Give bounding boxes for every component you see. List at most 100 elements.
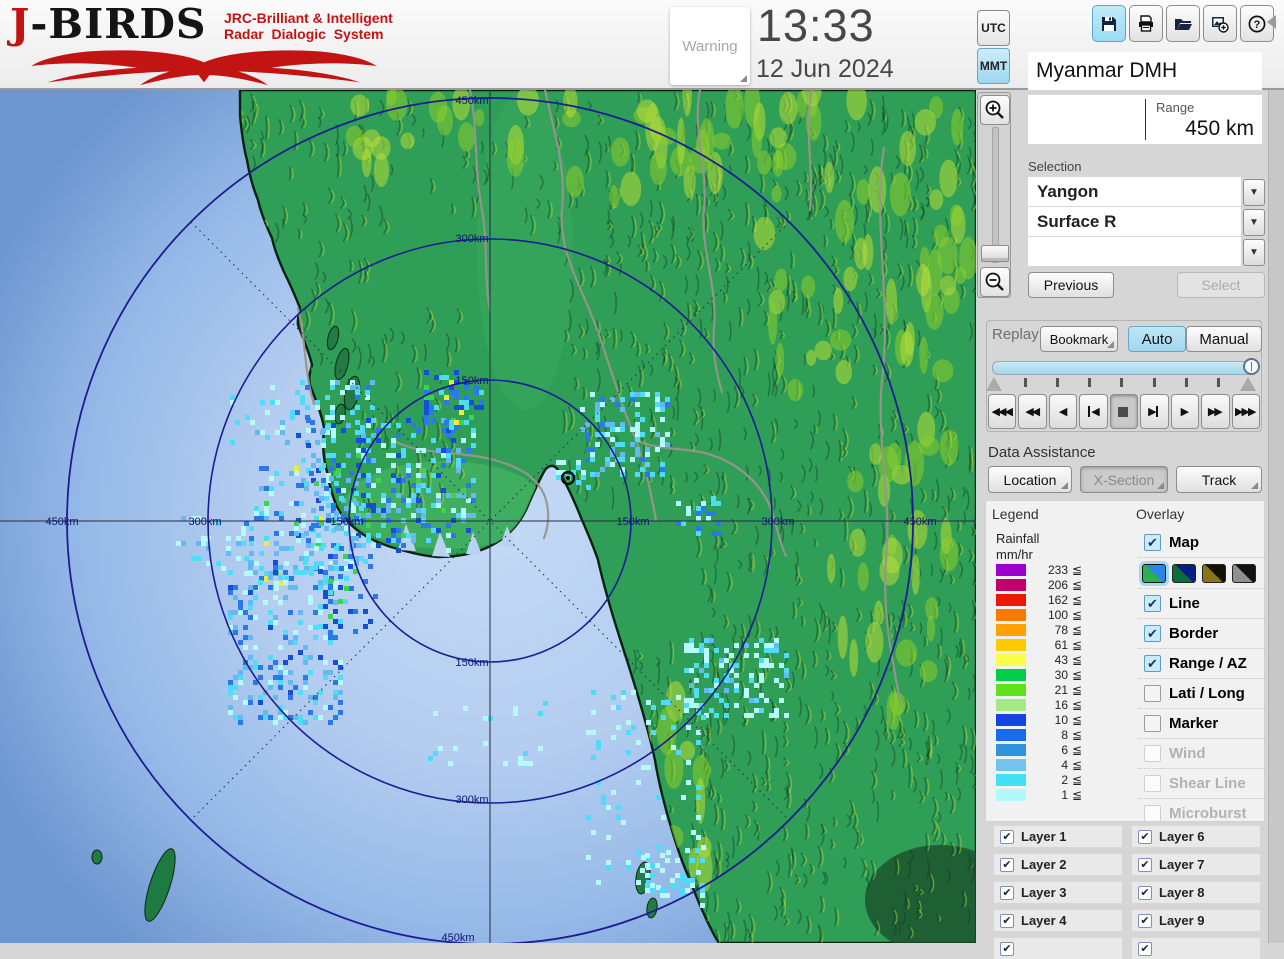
legend-heading: Legend [992, 506, 1039, 522]
replay-range-end-marker[interactable] [1240, 377, 1256, 391]
layer-toggle-layer-9[interactable]: ✔ Layer 9 [1132, 910, 1260, 931]
border-checkbox[interactable]: ✔ [1144, 625, 1161, 642]
stop-button[interactable] [1109, 394, 1139, 429]
save-button[interactable] [1092, 5, 1126, 42]
map-style-3[interactable] [1202, 563, 1226, 583]
forward-to-end-button[interactable]: ▶▶▶ [1231, 394, 1260, 429]
layer-toggle-layer-7[interactable]: ✔ Layer 7 [1132, 854, 1260, 875]
mmt-button[interactable]: MMT [977, 48, 1010, 84]
eagle-icon [31, 50, 377, 86]
svg-text:?: ? [1254, 19, 1261, 31]
overlay-item-border[interactable]: ✔ Border [1138, 619, 1265, 649]
previous-button[interactable]: Previous [1028, 272, 1114, 298]
option-dropdown[interactable] [1028, 237, 1241, 266]
zoom-in-button[interactable] [980, 95, 1010, 125]
layer-checkbox[interactable]: ✔ [1000, 885, 1014, 900]
site-dropdown-arrow-icon[interactable]: ▼ [1243, 179, 1265, 206]
overlay-item-lati-long[interactable]: Lati / Long [1138, 679, 1265, 709]
warning-button[interactable]: Warning [670, 7, 750, 85]
print-icon [1139, 14, 1153, 32]
overlay-list: ✔ Map ✔ Line ✔ Border ✔ Range / AZ Lati / Long Ma… [1138, 528, 1265, 829]
rewind-to-start-button[interactable]: ◀◀◀ [988, 394, 1017, 429]
range-az-checkbox[interactable]: ✔ [1144, 655, 1161, 672]
site-dropdown[interactable]: Yangon [1028, 177, 1241, 206]
location-button[interactable]: Location [988, 466, 1072, 493]
bookmark-button[interactable]: Bookmark [1040, 326, 1118, 352]
layer-toggle-layer-6[interactable]: ✔ Layer 6 [1132, 826, 1260, 847]
radar-map[interactable]: 450km 300km 150km 150km 300km 450km 450km 300km… [0, 88, 978, 945]
range-divider [1145, 99, 1146, 140]
legend-unit: mm/hr [996, 547, 1033, 562]
zoom-out-button[interactable] [980, 267, 1010, 297]
fast-forward-button[interactable]: ▶▶ [1201, 394, 1230, 429]
utc-button[interactable]: UTC [977, 10, 1010, 46]
layer-checkbox[interactable]: ✔ [1000, 857, 1014, 872]
layer-label: Layer 3 [1021, 885, 1067, 900]
layer-label: Layer 2 [1021, 857, 1067, 872]
manual-button[interactable]: Manual [1186, 326, 1262, 352]
select-button[interactable]: Select [1177, 272, 1265, 298]
zoom-slider-thumb[interactable] [981, 245, 1009, 262]
ring-label: 450km [45, 516, 78, 528]
city-marker [560, 470, 576, 486]
lati-long-label: Lati / Long [1169, 685, 1245, 702]
marker-checkbox[interactable] [1144, 715, 1161, 732]
layer-toggle-layer-3[interactable]: ✔ Layer 3 [994, 882, 1122, 903]
panel-collapse-icon[interactable] [1267, 15, 1276, 29]
option-dropdown-arrow-icon[interactable]: ▼ [1243, 239, 1265, 266]
legend-color-swatch [996, 713, 1026, 726]
overlay-item-range-az[interactable]: ✔ Range / AZ [1138, 649, 1265, 679]
layer-checkbox[interactable]: ✔ [1138, 857, 1152, 872]
clock-date: 12 Jun 2024 [756, 55, 894, 83]
overlay-item-line[interactable]: ✔ Line [1138, 589, 1265, 619]
product-dropdown[interactable]: Surface R [1028, 207, 1241, 236]
timezone-switch: UTC MMT [977, 10, 1010, 86]
zoom-slider-track[interactable] [992, 127, 999, 263]
lati-long-checkbox[interactable] [1144, 685, 1161, 702]
x-section-button[interactable]: X-Section [1080, 466, 1168, 493]
replay-slider-thumb[interactable] [1243, 358, 1260, 375]
export-image-button[interactable] [1203, 5, 1237, 42]
print-button[interactable] [1129, 5, 1163, 42]
wind-checkbox [1144, 745, 1161, 762]
layer-toggle-partial[interactable]: ✔ [994, 938, 1122, 959]
layer-checkbox[interactable]: ✔ [1000, 829, 1014, 844]
layer-checkbox[interactable]: ✔ [1138, 829, 1152, 844]
product-dropdown-arrow-icon[interactable]: ▼ [1243, 209, 1265, 236]
border-label: Border [1169, 625, 1219, 642]
layer-toggle-layer-4[interactable]: ✔ Layer 4 [994, 910, 1122, 931]
play-reverse-button[interactable]: ◀ [1048, 394, 1078, 429]
map-style-1[interactable] [1139, 560, 1169, 586]
replay-range-start-marker[interactable] [986, 377, 1002, 391]
legend-entry: 21 ≦ [996, 682, 1120, 697]
step-forward-button[interactable]: ▶ [1140, 394, 1169, 429]
layer-checkbox[interactable]: ✔ [1000, 941, 1014, 956]
layer-toggle-layer-8[interactable]: ✔ Layer 8 [1132, 882, 1260, 903]
auto-button[interactable]: Auto [1128, 326, 1186, 352]
line-checkbox[interactable]: ✔ [1144, 595, 1161, 612]
play-button[interactable]: ▶ [1170, 394, 1200, 429]
map-style-4[interactable] [1232, 563, 1256, 583]
fast-rewind-button[interactable]: ◀◀ [1018, 394, 1047, 429]
map-style-2[interactable] [1172, 563, 1196, 583]
layer-toggle-partial[interactable]: ✔ [1132, 938, 1260, 959]
app-title: J-BIRDS [10, 0, 207, 48]
open-file-button[interactable] [1166, 5, 1200, 42]
overlay-item-marker[interactable]: Marker [1138, 709, 1265, 739]
radar-map-area[interactable]: 450km 300km 150km 150km 300km 450km 450km 300km… [0, 88, 978, 945]
map-checkbox[interactable]: ✔ [1144, 534, 1161, 551]
replay-slider-track[interactable] [992, 361, 1257, 375]
legend-value: 78 [1054, 622, 1068, 637]
layer-toggle-layer-2[interactable]: ✔ Layer 2 [994, 854, 1122, 875]
range-az-label: Range / AZ [1169, 655, 1247, 672]
layer-checkbox[interactable]: ✔ [1138, 913, 1152, 928]
layer-checkbox[interactable]: ✔ [1000, 913, 1014, 928]
track-button[interactable]: Track [1176, 466, 1262, 493]
layer-checkbox[interactable]: ✔ [1138, 885, 1152, 900]
overlay-item-shear-line: Shear Line [1138, 769, 1265, 799]
layer-checkbox[interactable]: ✔ [1138, 941, 1152, 956]
overlay-item-map[interactable]: ✔ Map [1138, 528, 1265, 558]
step-backward-button[interactable]: ◀ [1079, 394, 1108, 429]
less-equal-symbol: ≦ [1072, 757, 1083, 772]
layer-toggle-layer-1[interactable]: ✔ Layer 1 [994, 826, 1122, 847]
